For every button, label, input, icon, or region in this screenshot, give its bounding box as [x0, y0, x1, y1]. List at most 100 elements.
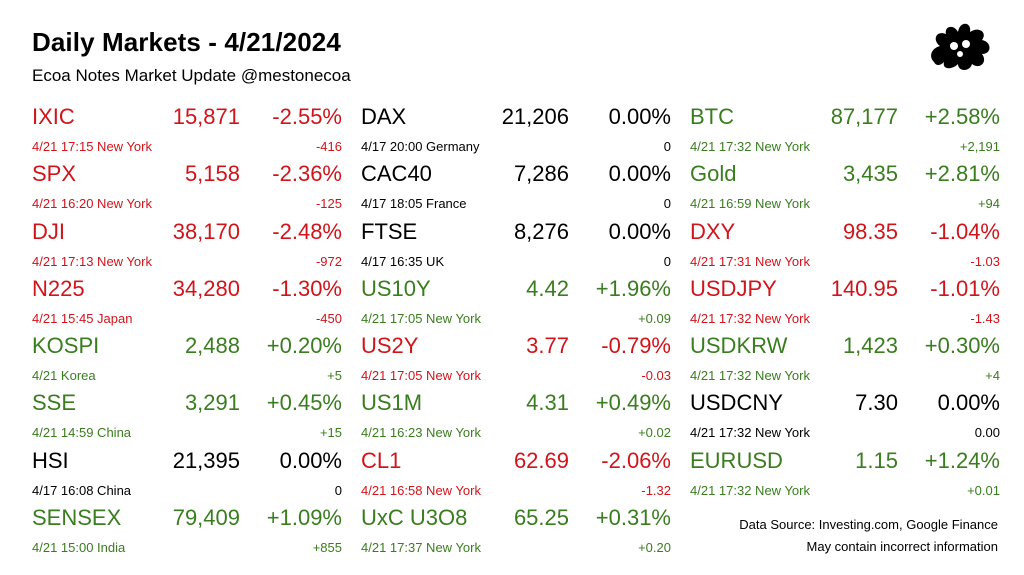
market-percent-change: +0.20%	[266, 333, 342, 359]
market-row: SPX 5,158 -2.36% 4/21 16:20 New York -125	[32, 161, 342, 218]
market-absolute-change: +0.02	[638, 425, 671, 441]
market-percent-change: +1.24%	[924, 447, 1000, 473]
market-price: 140.95	[830, 275, 898, 301]
market-absolute-change: 0	[334, 482, 342, 498]
market-timestamp-location: 4/17 18:05 France	[361, 196, 467, 212]
market-symbol: CAC40	[361, 161, 432, 187]
market-row: UxC U3O8 65.25 +0.31% 4/21 17:37 New York +0…	[361, 505, 671, 562]
market-timestamp-location: 4/21 15:45 Japan	[32, 310, 133, 326]
market-timestamp-location: 4/21 16:58 New York	[361, 482, 481, 498]
market-absolute-change: 0.00	[974, 425, 1000, 441]
market-price: 8,276	[513, 218, 569, 244]
market-symbol: SSE	[32, 390, 77, 416]
market-price: 21,206	[501, 104, 569, 129]
market-absolute-change: -1.32	[641, 482, 671, 498]
market-absolute-change: -125	[315, 196, 342, 212]
market-absolute-change: +15	[319, 425, 342, 441]
market-row: SSE 3,291 +0.45% 4/21 14:59 China +15	[32, 390, 342, 447]
market-symbol: IXIC	[32, 104, 75, 129]
market-percent-change: +0.30%	[924, 333, 1000, 359]
markets-column-2: DAX 21,206 0.00% 4/17 20:00 Germany 0 CAC40 7,…	[361, 104, 671, 562]
market-percent-change: +2.58%	[924, 104, 1000, 129]
market-absolute-change: 0	[663, 139, 671, 154]
market-symbol: EURUSD	[690, 447, 783, 473]
market-row: DAX 21,206 0.00% 4/17 20:00 Germany 0	[361, 104, 671, 161]
market-price: 7.30	[855, 390, 898, 416]
market-row: CAC40 7,286 0.00% 4/17 18:05 France 0	[361, 161, 671, 218]
market-price: 2,488	[184, 333, 240, 359]
market-price: 1,423	[842, 333, 898, 359]
market-symbol: FTSE	[361, 218, 418, 244]
market-percent-change: +0.31%	[595, 505, 671, 531]
market-price: 79,409	[172, 505, 240, 531]
market-price: 87,177	[830, 104, 898, 129]
market-row: N225 34,280 -1.30% 4/21 15:45 Japan -450	[32, 276, 342, 333]
market-timestamp-location: 4/21 17:32 New York	[690, 139, 810, 154]
market-percent-change: -1.01%	[930, 275, 1000, 301]
market-price: 34,280	[172, 275, 240, 301]
market-percent-change: 0.00%	[608, 161, 671, 187]
market-absolute-change: -0.03	[641, 368, 671, 384]
market-price: 65.25	[513, 505, 569, 531]
market-symbol: CL1	[361, 447, 402, 473]
market-absolute-change: -416	[315, 139, 342, 154]
market-symbol: BTC	[690, 104, 734, 129]
market-timestamp-location: 4/21 17:13 New York	[32, 253, 152, 269]
market-timestamp-location: 4/21 17:05 New York	[361, 368, 481, 384]
market-absolute-change: +4	[985, 368, 1000, 384]
cat-splat-logo-icon	[931, 23, 990, 70]
market-absolute-change: -1.43	[970, 310, 1000, 326]
market-row: KOSPI 2,488 +0.20% 4/21 Korea +5	[32, 333, 342, 390]
market-timestamp-location: 4/21 17:32 New York	[690, 310, 810, 326]
page-subtitle: Ecoa Notes Market Update @mestonecoa	[32, 66, 351, 85]
market-row: CL1 62.69 -2.06% 4/21 16:58 New York -1.32	[361, 448, 671, 505]
market-price: 3.77	[526, 333, 569, 359]
market-percent-change: +2.81%	[924, 161, 1000, 187]
market-timestamp-location: 4/21 14:59 China	[32, 425, 132, 441]
market-symbol: N225	[32, 275, 85, 301]
market-absolute-change: -450	[315, 310, 342, 326]
market-symbol: UxC U3O8	[361, 505, 468, 531]
market-percent-change: 0.00%	[279, 447, 342, 473]
market-timestamp-location: 4/21 Korea	[32, 368, 96, 384]
market-price: 3,291	[184, 390, 240, 416]
market-percent-change: -2.36%	[272, 161, 342, 187]
market-row: IXIC 15,871 -2.55% 4/21 17:15 New York -416	[32, 104, 342, 161]
market-absolute-change: -972	[315, 253, 342, 269]
market-timestamp-location: 4/17 16:35 UK	[361, 253, 445, 269]
market-percent-change: +0.45%	[266, 390, 342, 416]
market-row: DJI 38,170 -2.48% 4/21 17:13 New York -972	[32, 219, 342, 276]
market-percent-change: +1.09%	[266, 505, 342, 531]
market-symbol: US2Y	[361, 333, 419, 359]
market-price: 3,435	[842, 161, 898, 187]
market-timestamp-location: 4/21 16:23 New York	[361, 425, 481, 441]
market-percent-change: -1.30%	[272, 275, 342, 301]
market-row: US1M 4.31 +0.49% 4/21 16:23 New York +0.02	[361, 390, 671, 447]
market-symbol: SENSEX	[32, 505, 122, 531]
market-timestamp-location: 4/17 16:08 China	[32, 482, 132, 498]
market-price: 98.35	[842, 218, 898, 244]
market-row: HSI 21,395 0.00% 4/17 16:08 China 0	[32, 448, 342, 505]
market-price: 62.69	[513, 447, 569, 473]
market-timestamp-location: 4/21 16:20 New York	[32, 196, 152, 212]
market-percent-change: -2.48%	[272, 218, 342, 244]
market-absolute-change: +0.09	[638, 310, 671, 326]
market-row: DXY 98.35 -1.04% 4/21 17:31 New York -1.03	[690, 219, 1000, 276]
market-symbol: USDJPY	[690, 275, 777, 301]
market-absolute-change: +0.01	[967, 482, 1000, 498]
market-symbol: Gold	[690, 161, 737, 187]
market-timestamp-location: 4/21 17:32 New York	[690, 368, 810, 384]
market-symbol: HSI	[32, 447, 69, 473]
market-row: SENSEX 79,409 +1.09% 4/21 15:00 India +855	[32, 505, 342, 562]
market-row: FTSE 8,276 0.00% 4/17 16:35 UK 0	[361, 219, 671, 276]
market-row: USDJPY 140.95 -1.01% 4/21 17:32 New York -1.…	[690, 276, 1000, 333]
market-row: Gold 3,435 +2.81% 4/21 16:59 New York +94	[690, 161, 1000, 218]
market-timestamp-location: 4/17 20:00 Germany	[361, 139, 480, 154]
disclaimer-note: May contain incorrect information	[806, 539, 998, 554]
market-percent-change: -2.06%	[601, 447, 671, 473]
market-row: USDKRW 1,423 +0.30% 4/21 17:32 New York +4	[690, 333, 1000, 390]
market-absolute-change: +2,191	[959, 139, 1000, 154]
market-symbol: DJI	[32, 218, 65, 244]
data-source-note: Data Source: Investing.com, Google Finan…	[739, 517, 998, 532]
market-percent-change: -1.04%	[930, 218, 1000, 244]
